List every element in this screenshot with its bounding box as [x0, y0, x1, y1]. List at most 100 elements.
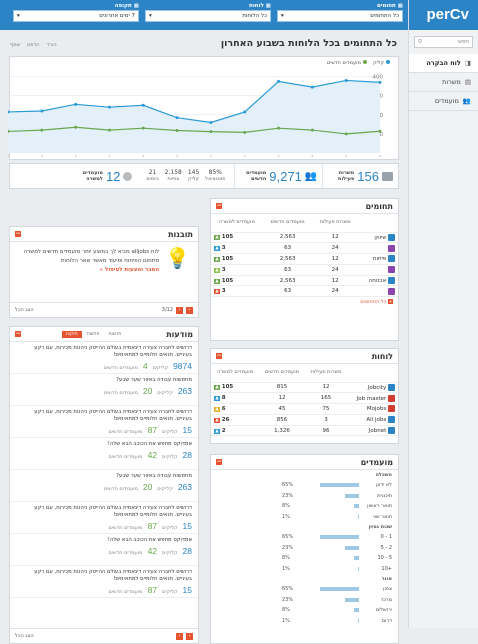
ad-item[interactable]: דרושים לחברה צעירה דינאמית בעולם ההייטק …	[10, 342, 198, 374]
x-tick	[311, 155, 314, 157]
ad-item[interactable]: דרושים לחברה צעירה דינאמית בעולם ההייטק …	[10, 406, 198, 438]
cell-jobs: 165	[320, 395, 332, 402]
table-row[interactable]: פיתוח 12 2,563 105 ▲	[211, 253, 398, 265]
bar-track	[299, 545, 359, 550]
table-row[interactable]: All jobs 3 856 26 ▲	[211, 414, 398, 426]
nav-label: משרות	[442, 78, 461, 86]
cell-jobs: 12	[322, 384, 330, 391]
bar-fill	[358, 566, 359, 571]
insight-text: לוח alljobs מביא לך במוצע יותר מועמדים ח…	[23, 249, 160, 264]
filter-select[interactable]: 7 ימים אחרונים ▾	[13, 10, 139, 22]
next-button[interactable]: ›	[186, 306, 193, 314]
tab-1[interactable]: חלשות	[86, 331, 100, 337]
table-row[interactable]: אבטחה 12 2,563 105 ▲	[211, 275, 398, 287]
ad-candidates: 87	[147, 585, 158, 595]
show-all-link[interactable]: הצג הכל	[15, 307, 34, 313]
boards-panel: לוחות − משרות פעילות מועמדים חדשים מועמדים …	[210, 348, 399, 444]
filter-1: ▦ לוחות כל הלוחות ▾	[145, 3, 271, 27]
nav-item-2[interactable]: 👥 מועמדים	[409, 92, 478, 111]
table-row[interactable]: 24 63 3 ▲	[211, 264, 398, 276]
table-row[interactable]: 24 63 3 ▲	[211, 285, 398, 298]
show-all-link[interactable]: הצג הכל	[15, 633, 34, 639]
ad-clicks-label: קליקים	[162, 550, 178, 556]
prev-button[interactable]: ‹	[176, 632, 183, 640]
prev-button[interactable]: ‹	[176, 306, 183, 314]
row-name: Jobnet	[368, 428, 387, 435]
bar-percent: 23%	[282, 492, 294, 499]
cell-jobs: 12	[331, 277, 339, 284]
ad-clicks-label: קליקים	[162, 454, 178, 460]
bar-track	[299, 514, 359, 519]
ad-item[interactable]: אמדוקס מחפש את הכוכב הבא שלה! 28 קליקים 42 מ…	[10, 534, 198, 566]
ad-candidates-label: מועמדים חדשים	[108, 429, 143, 435]
filter-select[interactable]: כל התחומים ▾	[277, 10, 403, 22]
cell-new: 45	[278, 405, 286, 412]
data-point	[277, 126, 281, 130]
bar-label: תואר שני	[372, 513, 392, 520]
bar-track	[299, 608, 359, 613]
all-fields-link[interactable]: + כל התחומים	[360, 299, 393, 306]
cell-new: 815	[276, 384, 288, 391]
tab-2[interactable]: חזקות	[61, 330, 82, 338]
table-row[interactable]: Mojobs 75 45 6 ▲	[211, 403, 398, 415]
board-icon	[388, 416, 395, 424]
bar-track	[299, 587, 359, 592]
collapse-button[interactable]: −	[15, 330, 21, 337]
bar-row: דרום 1%	[211, 616, 398, 627]
ad-text: אמדוקס מחפש את הכוכב הבא שלה!	[107, 441, 192, 447]
bar-track	[299, 556, 359, 561]
ad-item[interactable]: אמדוקס מחפש את הכוכב הבא שלה! 28 קליקים 42 מ…	[10, 438, 198, 470]
x-tick	[176, 155, 178, 157]
insight-link[interactable]: הסבר והצעות לטיפול »	[99, 267, 160, 273]
bar-track	[299, 566, 359, 571]
sidebar: perCv חפש ⚲ ◨ לוח הבקרה ▤ משרות 👥 מועמדים	[408, 0, 478, 628]
filter-label: תחומים	[376, 3, 396, 9]
cell-ratio: 105	[221, 255, 234, 262]
ad-item[interactable]: דרושים לחברה צעירה דינאמית בעולם ההייטק …	[10, 566, 198, 598]
trend-badge: ▲	[214, 406, 220, 412]
collapse-button[interactable]: −	[216, 202, 222, 209]
ad-candidates-label: מועמדים חדשים	[108, 550, 143, 556]
action-0[interactable]: הורד	[46, 42, 57, 48]
users-icon: 👥	[304, 170, 318, 182]
table-row[interactable]: Jobnet 96 1,326 2 ▲	[211, 425, 398, 437]
bar-fill	[358, 618, 359, 623]
legend-label: קליק	[372, 60, 384, 66]
bar-label: 5 - 10	[377, 555, 392, 562]
ad-text: אמדוקס מחפש את הכוכב הבא שלה!	[107, 537, 192, 543]
action-2[interactable]: שתף	[10, 42, 21, 48]
collapse-button[interactable]: −	[15, 230, 21, 237]
next-button[interactable]: ›	[186, 632, 193, 640]
insights-panel: תובנות − 💡 לוח alljobs מביא לך במוצע יותר…	[9, 226, 199, 318]
tab-0[interactable]: חדשות	[108, 331, 122, 337]
nav-item-0[interactable]: ◨ לוח הבקרה	[409, 54, 478, 73]
legend-item: קליק	[373, 60, 390, 66]
board-icon	[388, 405, 395, 413]
filter-0: ▦ תחומים כל התחומים ▾	[277, 3, 403, 27]
x-tick	[345, 155, 347, 157]
ad-candidates: 20	[142, 386, 153, 396]
table-row[interactable]: Jobcity 12 815 105 ▲	[211, 382, 398, 394]
collapse-button[interactable]: −	[216, 458, 222, 465]
ad-item[interactable]: מחפשות עבודה באזור שער שבע? 263 קליקים 20 מו…	[10, 470, 198, 502]
line-chart: 400300200100	[6, 75, 383, 157]
ad-item[interactable]: מחפשות עבודה באזור שער שבע? 263 קליקים 20 מו…	[10, 374, 198, 406]
cell-ratio: 105	[221, 384, 234, 391]
table-row[interactable]: 24 63 3 ▲	[211, 242, 398, 255]
ad-text: דרושים לחברה צעירה דינאמית בעולם ההייטק …	[34, 505, 192, 518]
collapse-button[interactable]: −	[216, 352, 222, 359]
cell-jobs: 12	[331, 255, 339, 262]
small-stat-value: 21	[148, 169, 157, 176]
fields-title: תחומים	[365, 201, 393, 211]
bar-track	[299, 535, 359, 540]
filter-select[interactable]: כל הלוחות ▾	[145, 10, 271, 22]
data-point	[40, 128, 44, 132]
table-row[interactable]: שיווק 12 2,563 105 ▲	[211, 232, 398, 244]
bar-percent: 65%	[282, 534, 294, 541]
data-point	[175, 128, 179, 132]
table-row[interactable]: Job master 165 12 8 ▲	[211, 392, 398, 405]
search-input[interactable]: חפש ⚲	[414, 36, 473, 48]
ad-item[interactable]: דרושים לחברה צעירה דינאמית בעולם ההייטק …	[10, 502, 198, 534]
action-1[interactable]: הדפס	[27, 42, 40, 48]
nav-item-1[interactable]: ▤ משרות	[409, 73, 478, 92]
